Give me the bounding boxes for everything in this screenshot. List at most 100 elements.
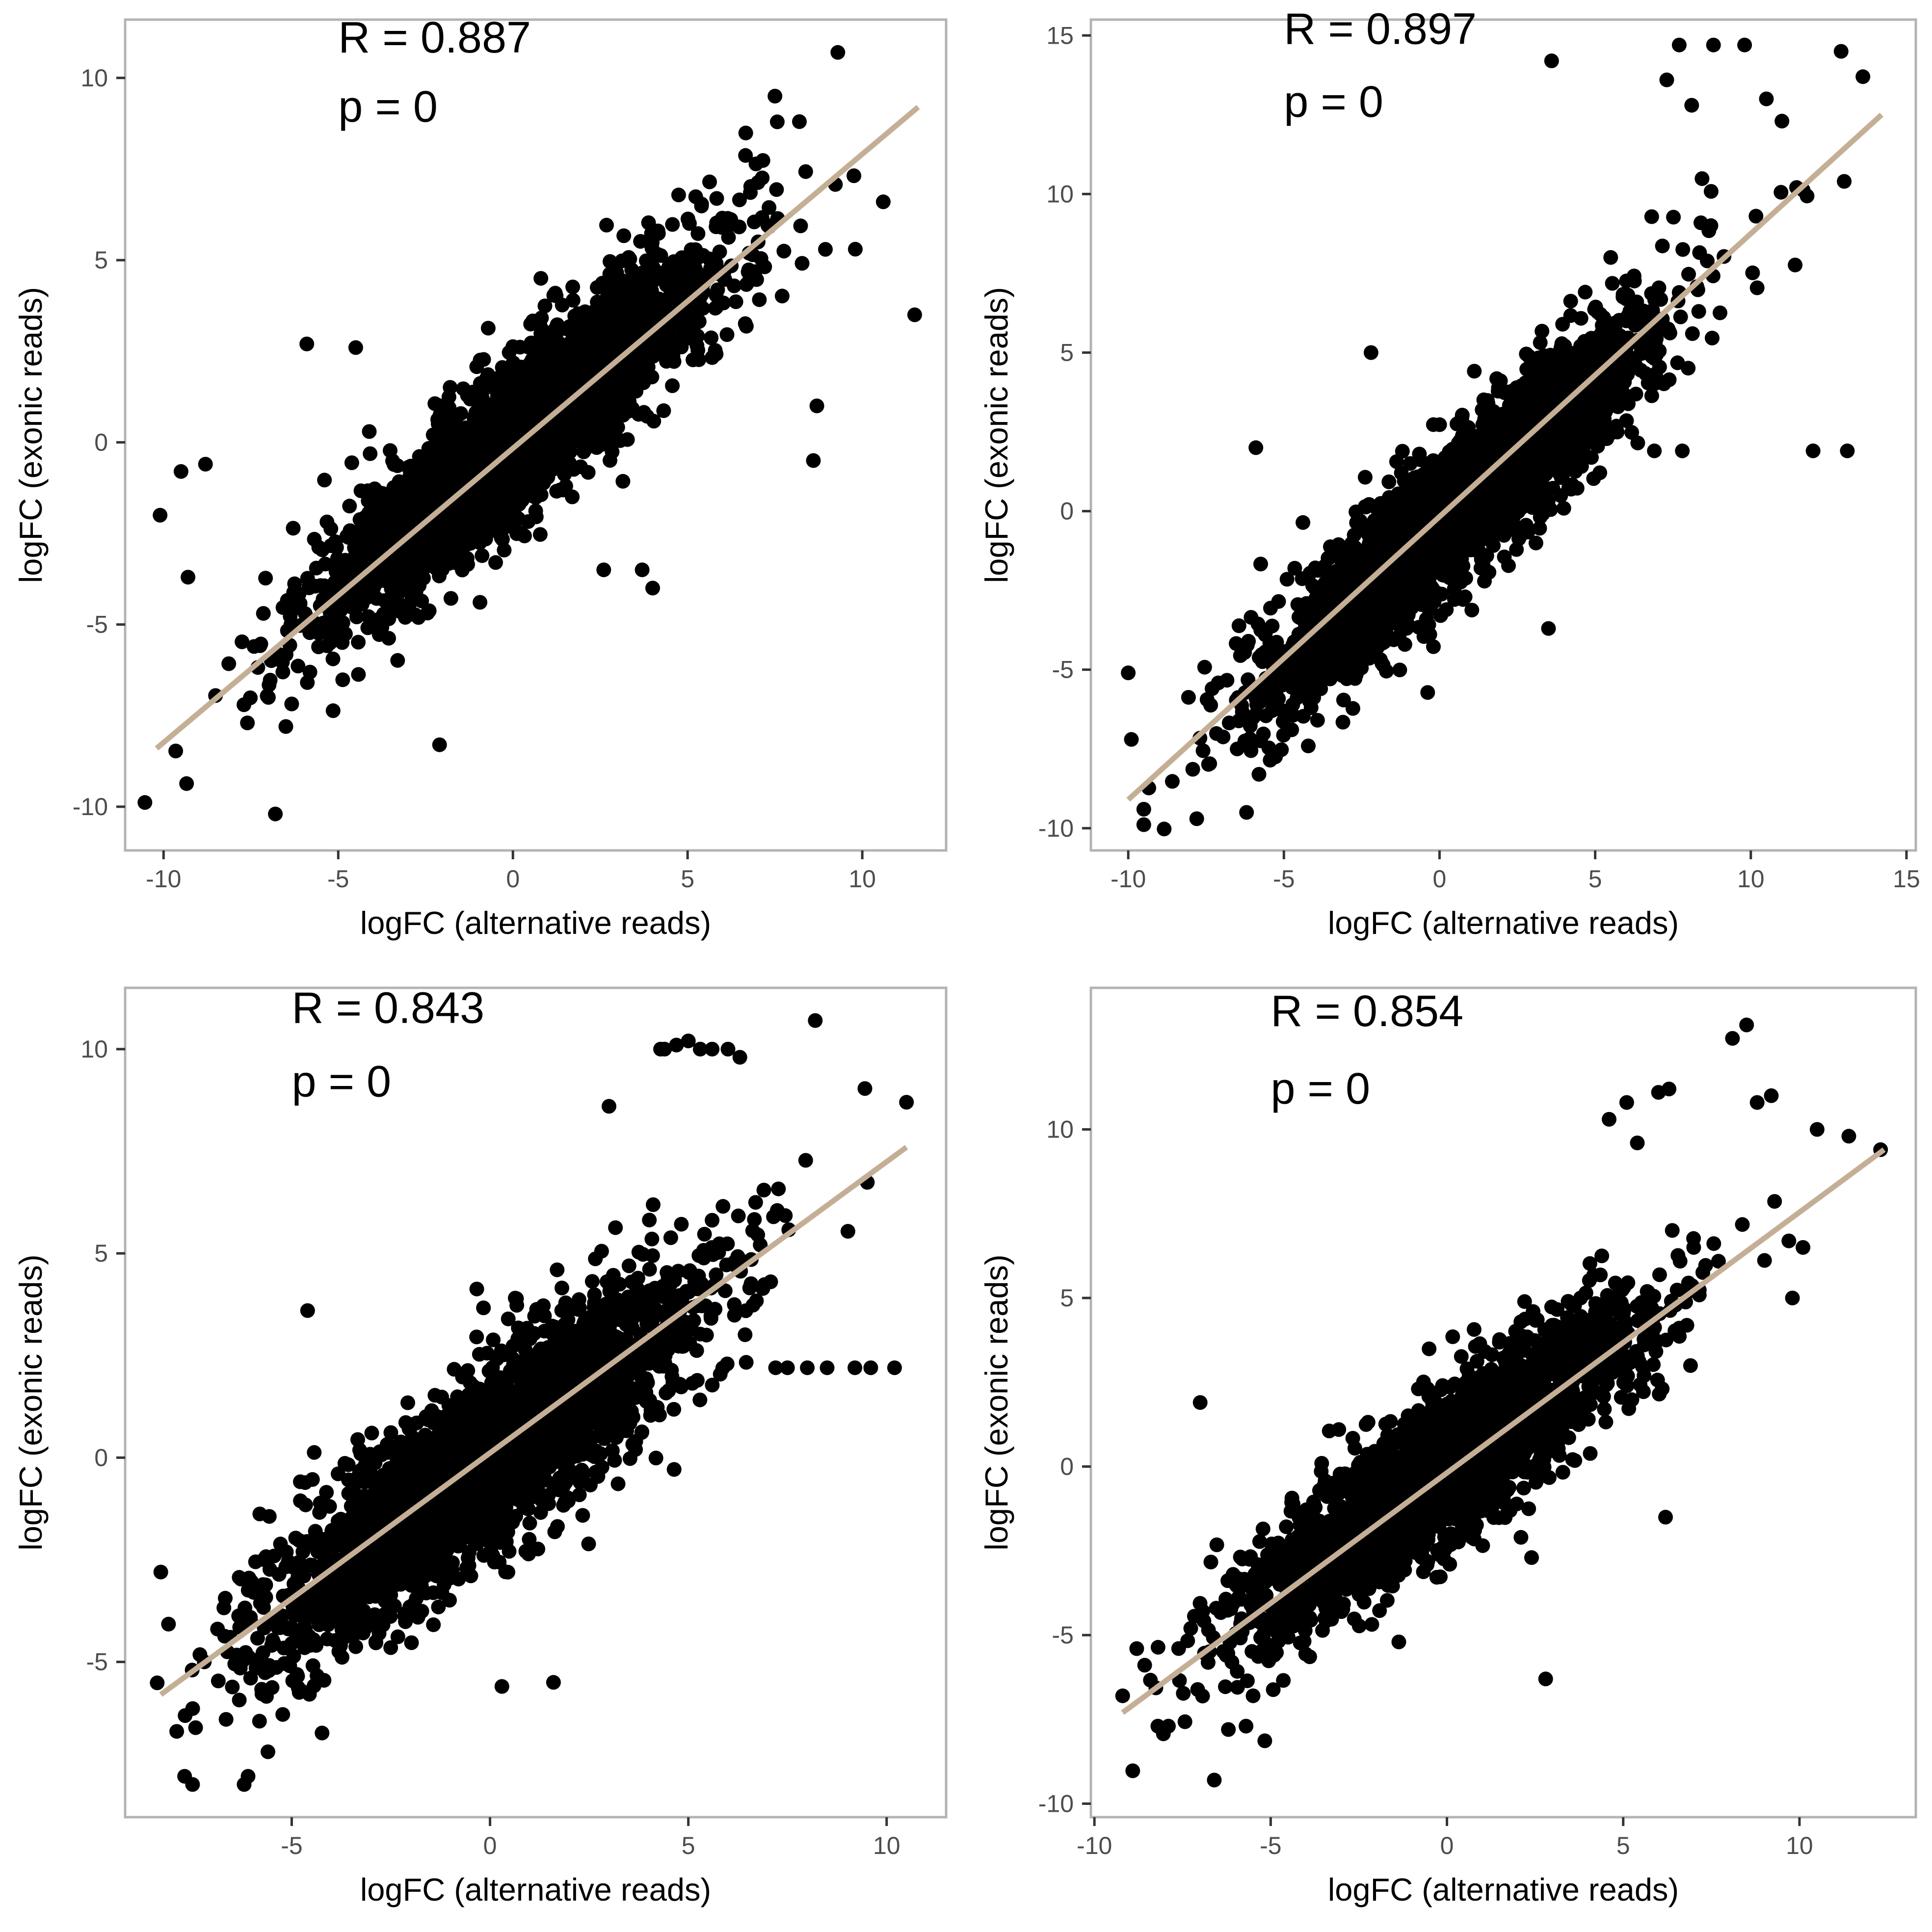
data-point: [1412, 447, 1427, 462]
data-point: [1618, 291, 1634, 306]
data-point: [656, 403, 671, 418]
data-point: [488, 555, 503, 570]
data-point: [1681, 266, 1696, 282]
data-point: [650, 223, 665, 238]
data-point: [517, 529, 532, 544]
data-point: [1263, 753, 1278, 768]
data-point: [633, 356, 648, 371]
data-point: [583, 361, 598, 376]
data-point: [463, 447, 478, 462]
data-point: [665, 217, 680, 232]
data-point: [709, 215, 724, 231]
data-point: [443, 380, 458, 395]
data-point: [438, 438, 453, 452]
data-point: [390, 653, 405, 668]
data-point: [600, 323, 615, 338]
data-point: [377, 504, 392, 520]
data-point: [637, 268, 653, 284]
data-point: [581, 465, 596, 480]
data-point: [663, 285, 679, 300]
data-point: [1244, 743, 1259, 758]
data-point: [603, 383, 618, 398]
data-point: [522, 404, 537, 420]
data-point: [654, 334, 669, 349]
data-point: [480, 320, 496, 336]
data-point: [258, 571, 273, 586]
data-point: [702, 174, 717, 189]
data-point: [596, 308, 611, 323]
y-tick-label: -5: [86, 611, 108, 638]
data-point: [1694, 171, 1710, 186]
data-point: [1263, 601, 1278, 616]
point-cloud: [1136, 171, 1815, 837]
data-point: [390, 521, 405, 536]
data-point: [469, 359, 484, 374]
data-point: [743, 185, 758, 200]
data-point: [1456, 592, 1471, 607]
data-point: [704, 330, 719, 345]
data-point: [403, 594, 419, 609]
data-point: [300, 675, 315, 690]
data-point: [386, 480, 401, 495]
data-point: [754, 210, 769, 225]
data-point: [875, 194, 891, 210]
data-point: [1644, 349, 1660, 364]
data-point: [612, 433, 628, 448]
data-point: [1493, 373, 1508, 388]
data-point: [1558, 352, 1573, 367]
data-point: [434, 538, 450, 553]
data-point: [1533, 335, 1548, 350]
data-point: [723, 212, 739, 227]
data-point: [335, 672, 350, 688]
data-point: [712, 244, 727, 260]
data-point: [221, 656, 237, 671]
data-point: [327, 575, 343, 590]
data-point: [1242, 731, 1257, 746]
data-point: [420, 606, 435, 621]
data-point: [535, 322, 550, 338]
data-point: [198, 456, 213, 472]
data-point: [479, 523, 494, 538]
data-point: [1619, 273, 1634, 289]
data-point: [610, 278, 625, 293]
correlation-label: R = 0.887: [338, 13, 531, 62]
data-point: [1420, 685, 1435, 700]
data-point: [645, 581, 660, 596]
data-point: [1253, 556, 1268, 572]
x-tick-label: 5: [681, 865, 694, 893]
data-point: [1666, 210, 1681, 225]
data-point: [1209, 726, 1224, 741]
data-point: [284, 696, 299, 712]
x-tick-label: 0: [506, 865, 520, 893]
data-point: [719, 327, 735, 342]
data-point: [1296, 515, 1311, 530]
data-point: [363, 446, 378, 461]
data-point: [529, 393, 544, 408]
data-point: [317, 473, 332, 488]
data-point: [477, 490, 492, 505]
data-point: [366, 529, 381, 545]
data-point: [413, 456, 428, 472]
data-point: [325, 703, 341, 718]
y-tick-label: 5: [94, 246, 108, 274]
data-point: [529, 509, 544, 525]
data-point: [1381, 474, 1397, 489]
data-point: [732, 192, 747, 208]
data-point: [776, 243, 792, 259]
data-point: [348, 340, 363, 355]
data-point: [546, 358, 561, 373]
data-point: [428, 560, 443, 576]
data-point: [793, 218, 808, 234]
data-point: [179, 776, 194, 791]
data-point: [437, 457, 452, 473]
data-point: [473, 376, 488, 391]
data-point: [346, 551, 362, 566]
data-point: [1670, 355, 1685, 371]
data-point: [380, 557, 396, 573]
x-tick-label: -5: [327, 865, 349, 893]
data-point: [1342, 658, 1357, 673]
data-point: [818, 242, 833, 257]
data-point: [593, 396, 609, 411]
data-point: [575, 408, 590, 423]
y-tick-label: 10: [80, 64, 108, 92]
